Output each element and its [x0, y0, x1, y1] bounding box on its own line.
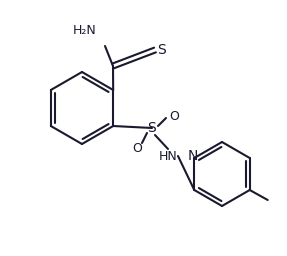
Text: N: N — [188, 149, 199, 163]
Text: HN: HN — [159, 150, 177, 163]
Text: O: O — [132, 142, 142, 155]
Text: O: O — [169, 110, 179, 123]
Text: S: S — [148, 121, 156, 135]
Text: H₂N: H₂N — [73, 25, 97, 37]
Text: S: S — [157, 43, 165, 57]
